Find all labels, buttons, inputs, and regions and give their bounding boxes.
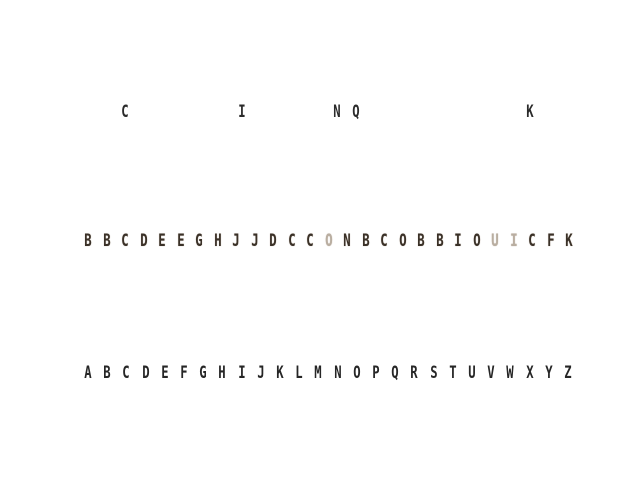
recognized-glyph: E xyxy=(176,231,185,251)
recognized-glyph: B xyxy=(361,231,370,251)
recognized-glyph: I xyxy=(509,231,518,251)
recognized-glyph: D xyxy=(269,231,277,251)
sample-letter: N xyxy=(333,102,341,122)
recognized-glyph: C xyxy=(380,231,388,251)
recognized-glyph: C xyxy=(306,231,314,251)
alphabet-letter: B xyxy=(103,363,111,383)
alphabet-letter: X xyxy=(525,363,534,383)
alphabet-letter: J xyxy=(257,363,265,383)
recognized-glyph: H xyxy=(213,231,222,251)
recognized-glyph: B xyxy=(417,231,425,251)
alphabet-letter: D xyxy=(141,363,150,383)
recognized-glyph: E xyxy=(158,231,166,251)
alphabet-letter: V xyxy=(487,363,495,383)
recognized-glyph: C xyxy=(528,231,536,251)
recognized-glyph: O xyxy=(324,231,333,251)
recognized-glyph: B xyxy=(102,231,111,251)
sample-letter: I xyxy=(238,102,246,122)
recognized-glyph: I xyxy=(454,231,462,251)
recognized-glyph: C xyxy=(121,231,129,251)
alphabet-letter: P xyxy=(372,363,380,383)
alphabet-letter: L xyxy=(295,363,303,383)
sample-letter: K xyxy=(526,102,534,122)
alphabet-letter: G xyxy=(199,363,207,383)
recognized-glyph: J xyxy=(232,231,240,251)
alphabet-letter: C xyxy=(122,363,131,383)
alphabet-letter: E xyxy=(161,363,169,383)
sample-letter: Q xyxy=(352,102,360,122)
recognized-glyph: G xyxy=(195,231,203,251)
sample-letter: C xyxy=(121,102,129,122)
alphabet-letter: T xyxy=(449,363,457,383)
alphabet-letter: F xyxy=(180,363,188,383)
alphabet-letter: N xyxy=(333,363,342,383)
alphabet-letter: Q xyxy=(391,363,399,383)
alphabet-letter: S xyxy=(429,363,438,383)
alphabet-letter: O xyxy=(353,363,361,383)
recognized-glyph: B xyxy=(84,231,92,251)
recognized-glyph: U xyxy=(491,231,499,251)
recognized-glyph: K xyxy=(565,231,573,251)
alphabet-letter: Y xyxy=(545,363,553,383)
recognized-glyph: O xyxy=(472,231,481,251)
alphabet-letter: W xyxy=(506,363,515,383)
alphabet-letter: K xyxy=(276,363,284,383)
recognized-glyph: J xyxy=(250,231,259,251)
recognized-glyph: N xyxy=(343,231,351,251)
alphabet-letter: M xyxy=(314,363,323,383)
alphabet-letter: I xyxy=(237,363,246,383)
recognized-glyph: F xyxy=(546,231,555,251)
alphabet-letter: R xyxy=(410,363,419,383)
alphabet-letter: A xyxy=(84,363,92,383)
alphabet-letter: H xyxy=(218,363,227,383)
alphabet-letter: Z xyxy=(564,363,572,383)
recognized-glyph: C xyxy=(287,231,296,251)
recognized-glyph: O xyxy=(398,231,407,251)
recognized-glyph: B xyxy=(435,231,444,251)
recognized-glyph: D xyxy=(139,231,148,251)
alphabet-letter: U xyxy=(468,363,476,383)
